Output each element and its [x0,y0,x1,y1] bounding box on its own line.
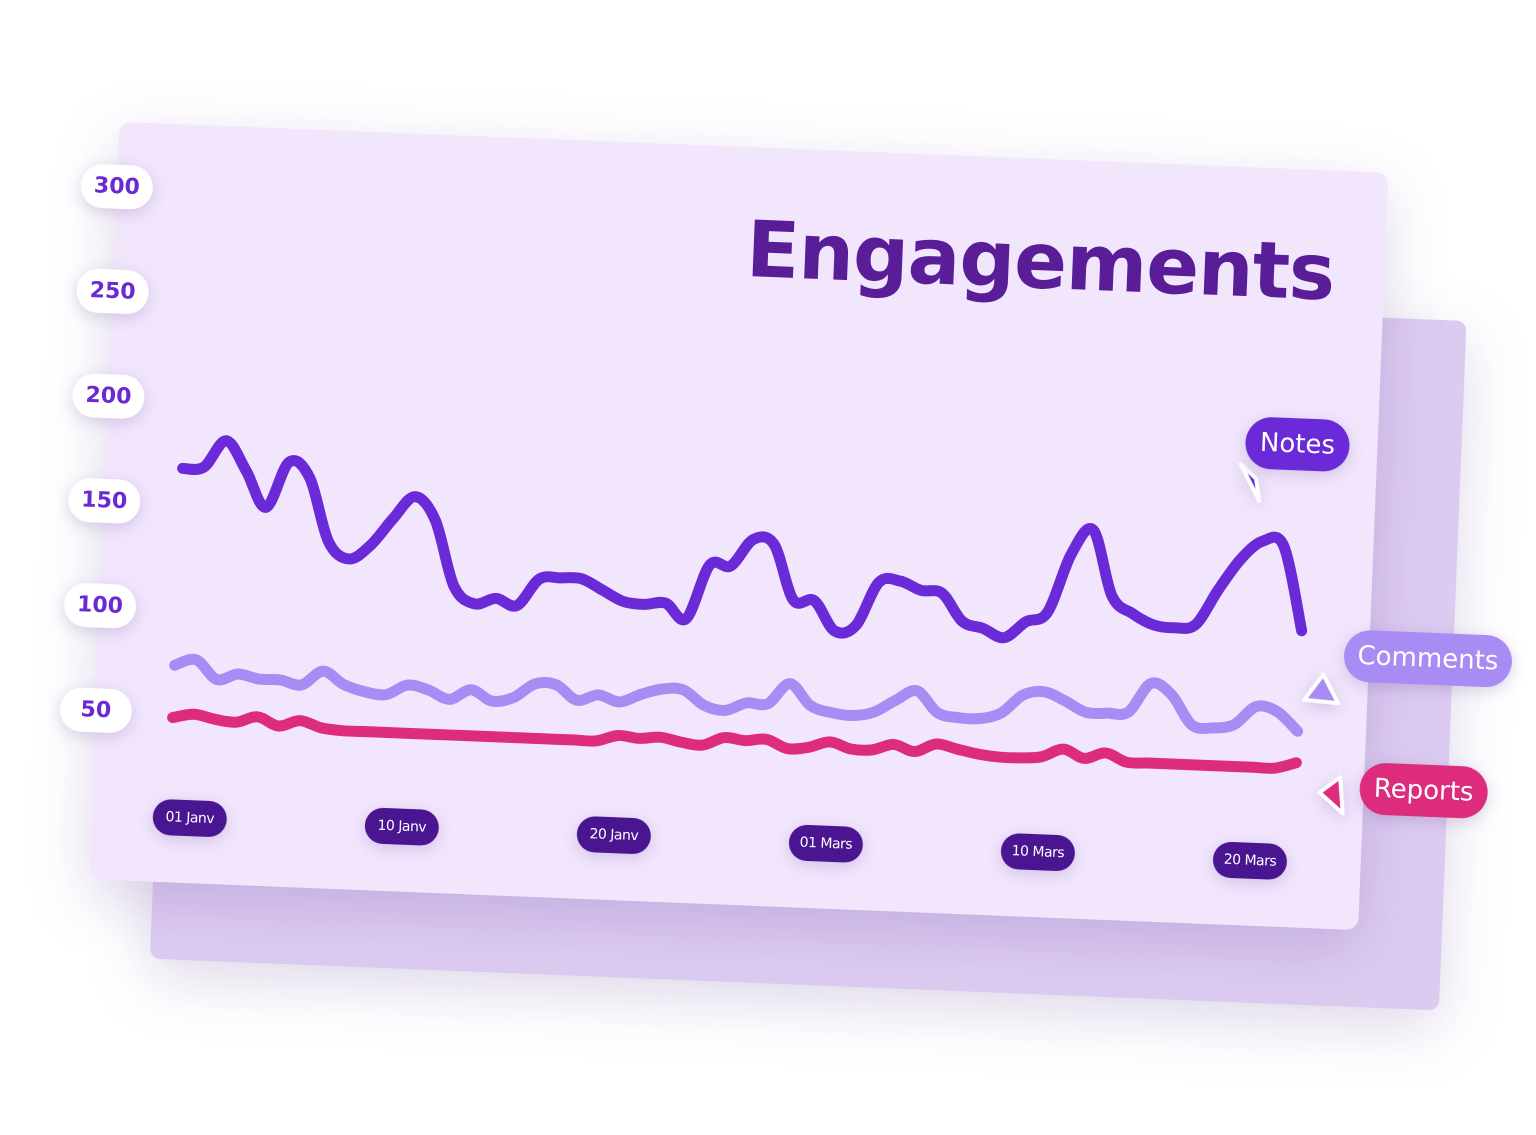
y-tick-pill [59,687,132,733]
y-tick-pill [76,268,149,315]
x-tick-label: 20 Janv [589,826,638,844]
main-card [89,122,1388,930]
x-tick-label: 01 Mars [799,835,852,853]
legend-pill [1344,630,1512,688]
y-tick-pill [80,164,153,210]
y-tick-label: 100 [77,592,124,619]
y-tick-label: 300 [93,173,140,200]
legend-item: Reports [1317,763,1488,819]
y-tick-pill [68,478,141,524]
x-tick-label: 10 Janv [377,818,426,836]
legend-label: Notes [1259,428,1335,461]
legend-label: Comments [1357,641,1499,677]
y-tick-pill [72,373,145,419]
x-tick: 20 Janv [576,816,651,854]
legend-pill [1245,417,1350,472]
y-tick: 100 [64,583,137,629]
x-tick-pill [152,799,227,837]
y-tick-label: 50 [80,697,112,723]
y-tick-label: 250 [89,278,136,305]
x-tick: 01 Janv [152,799,227,837]
x-tick-pill [364,807,439,846]
x-tick-pill [788,824,863,863]
y-tick: 50 [59,687,132,733]
x-tick-label: 01 Janv [165,809,214,827]
series-line [169,653,1304,737]
legend-pointer [1238,462,1262,503]
legend-pointer [1317,775,1345,816]
y-tick-pill [64,583,137,629]
x-tick-pill [1000,833,1075,871]
legend-item: Notes [1238,417,1350,503]
y-tick-label: 200 [85,383,132,410]
series-line [167,708,1302,774]
y-tick: 300 [80,164,153,210]
y-tick: 200 [72,373,145,419]
x-tick-label: 10 Mars [1011,843,1064,861]
plot-area: 50 100 150 200 250 300 01 Janv 10 Janv 20 Janv 01… [59,164,1512,880]
legend-item: Comments [1302,630,1512,706]
legend-pointer [1302,672,1341,706]
y-tick-label: 150 [81,487,128,514]
x-tick: 10 Mars [1000,833,1075,871]
legend-label: Reports [1373,774,1474,808]
y-tick: 150 [68,478,141,524]
x-tick-label: 20 Mars [1223,852,1276,870]
x-tick-pill [576,816,651,854]
series-line [177,435,1308,644]
y-tick: 250 [76,268,149,315]
x-tick-pill [1212,841,1287,880]
x-tick: 20 Mars [1212,841,1287,880]
x-tick: 01 Mars [788,824,863,863]
x-tick: 10 Janv [364,807,439,846]
legend-pill [1359,763,1488,819]
